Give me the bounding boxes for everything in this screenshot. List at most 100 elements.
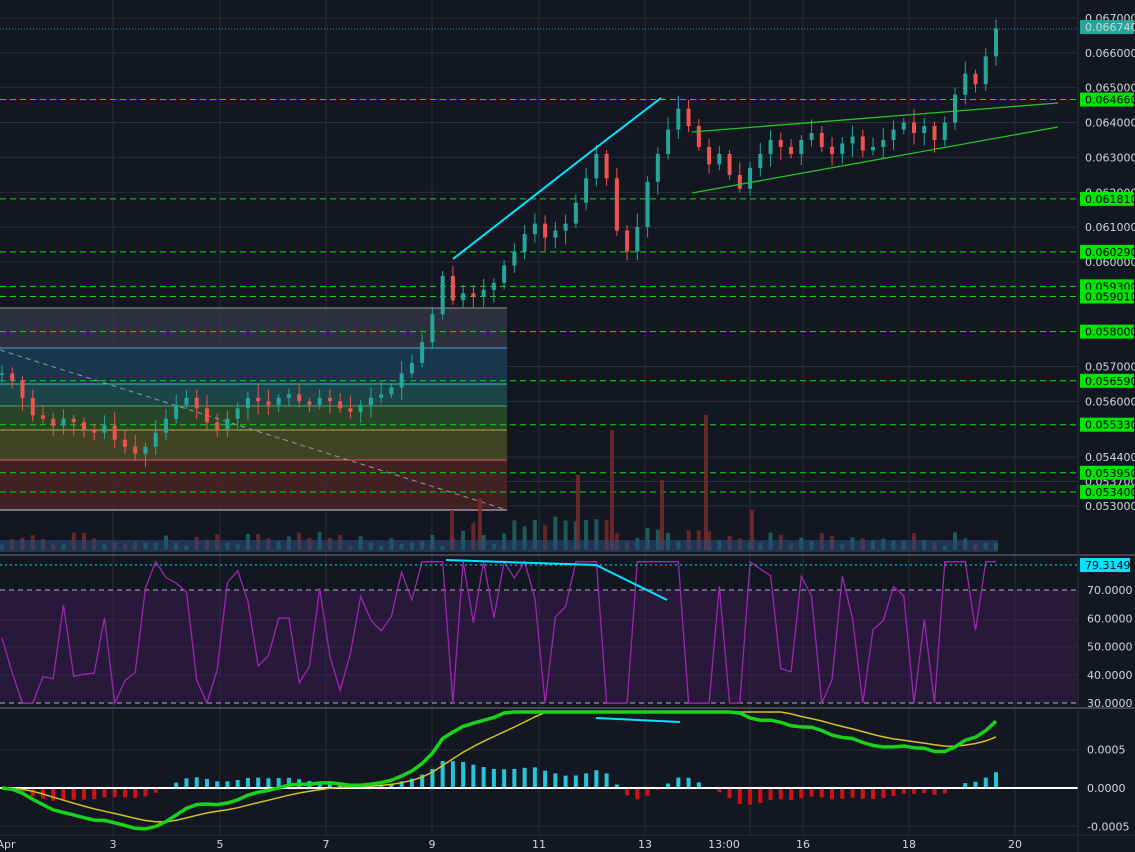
macd-histogram-bar — [645, 788, 650, 796]
level-price-badge[interactable] — [1080, 191, 1134, 206]
macd-histogram-bar — [133, 788, 138, 798]
macd-histogram-bar — [112, 788, 117, 798]
level-price-badge[interactable] — [1080, 373, 1134, 388]
level-price-label: 0.058000 — [1085, 326, 1135, 339]
macd-pane[interactable] — [0, 710, 1078, 831]
drawings[interactable] — [0, 28, 1078, 260]
macd-histogram-bar — [471, 764, 476, 788]
level-price-badge[interactable] — [1080, 484, 1134, 499]
price-tick-label: 0.056000 — [1085, 395, 1135, 408]
fibonacci-zone[interactable] — [0, 307, 508, 511]
macd-histogram-bar — [696, 782, 701, 788]
candle-body — [30, 397, 35, 416]
macd-histogram-bar — [461, 762, 466, 788]
candle-body — [215, 422, 220, 430]
candle-body — [266, 401, 271, 405]
macd-axis[interactable]: 0.0005 0.0000 -0.0005 — [1087, 744, 1129, 834]
candle-body — [61, 418, 66, 426]
candle-body — [502, 265, 507, 283]
macd-histogram-bar — [737, 788, 742, 804]
macd-divergence-line[interactable] — [595, 717, 681, 723]
macd-histogram-bar — [532, 767, 537, 788]
candle-body — [430, 314, 435, 343]
candle-body — [963, 73, 968, 95]
fib-zone-red — [0, 460, 507, 510]
volume-bar — [645, 527, 650, 550]
fib-zone-teal — [0, 384, 507, 406]
macd-histogram-bar — [512, 768, 517, 788]
macd-histogram-bar — [809, 788, 814, 797]
candle-body — [707, 146, 712, 165]
macd-histogram-bar — [450, 761, 455, 788]
candle-body — [994, 28, 998, 57]
level-price-badge[interactable] — [1080, 244, 1134, 259]
volume-bar — [750, 510, 754, 550]
current-price-label: 0.066740 — [1085, 21, 1135, 34]
rsi-pane[interactable] — [0, 559, 1078, 706]
macd-histogram-bar — [481, 766, 486, 788]
level-price-badge[interactable] — [1080, 92, 1134, 107]
macd-histogram-bar — [430, 768, 435, 788]
time-tick-label: 5 — [217, 838, 224, 851]
macd-histogram-bar — [860, 788, 865, 799]
macd-histogram-bar — [871, 788, 876, 800]
candle-body — [881, 139, 886, 147]
candle-body — [676, 108, 681, 130]
time-tick-label: 20 — [1008, 838, 1022, 851]
candle-body — [973, 73, 978, 85]
candle-body — [256, 397, 261, 402]
price-axis[interactable]: 0.0670000.0660000.0650000.0640000.063000… — [1080, 12, 1135, 513]
level-price-label: 0.060290 — [1085, 246, 1135, 259]
candle-body — [594, 153, 599, 179]
fib-zone-blue — [0, 348, 507, 384]
time-tick-label: 9 — [429, 838, 436, 851]
macd-histogram-bar — [543, 770, 548, 788]
candle-body — [317, 397, 322, 405]
rsi-divergence-line-2[interactable] — [595, 564, 668, 601]
macd-histogram-bar — [389, 783, 394, 788]
volume-ma-area — [0, 540, 998, 552]
candle-body — [71, 418, 76, 423]
level-price-badge[interactable] — [1080, 465, 1134, 480]
macd-histogram-bar — [604, 773, 609, 788]
volume-bar — [471, 522, 476, 550]
candle-body — [153, 432, 158, 447]
macd-histogram-bar — [502, 769, 507, 788]
candle-body — [563, 223, 568, 231]
macd-histogram-bar — [143, 788, 148, 797]
macd-histogram-bar — [768, 788, 773, 801]
candle-body — [686, 108, 691, 127]
macd-histogram-bar — [276, 778, 281, 788]
volume-bar — [532, 519, 537, 550]
fib-zone-green — [0, 406, 507, 430]
trend-line-2[interactable] — [592, 97, 662, 151]
channel-lower-line[interactable] — [691, 126, 1059, 194]
macd-line — [1, 710, 998, 831]
volume-bar — [563, 520, 568, 550]
trend-line-1[interactable] — [452, 149, 594, 260]
macd-histogram-bar — [850, 788, 855, 798]
macd-histogram-bar — [676, 777, 681, 788]
candle-body — [368, 397, 373, 405]
rsi-axis[interactable]: 70.0000 60.0000 50.0000 40.0000 30.0000 79.31… — [1080, 558, 1133, 710]
volume-bar — [522, 526, 527, 550]
rsi-line — [1, 559, 996, 706]
rsi-current-badge[interactable] — [1080, 558, 1130, 572]
channel-upper-line[interactable] — [691, 102, 1059, 133]
candle-body — [901, 122, 906, 130]
macd-histogram-bar — [409, 778, 414, 788]
macd-histogram-bar — [635, 788, 640, 800]
macd-histogram-bar — [614, 784, 619, 788]
level-price-badge[interactable] — [1080, 289, 1134, 304]
rsi-tick-label: 70.0000 — [1087, 584, 1133, 597]
level-price-badge[interactable] — [1080, 324, 1134, 339]
rsi-divergence-line-1[interactable] — [445, 559, 597, 566]
volume-bar — [512, 520, 517, 550]
rsi-tick-label: 30.0000 — [1087, 697, 1133, 710]
level-price-badge[interactable] — [1080, 417, 1134, 432]
current-price-badge[interactable] — [1080, 20, 1134, 35]
candle-body — [245, 397, 250, 409]
volume-bar — [660, 480, 664, 550]
